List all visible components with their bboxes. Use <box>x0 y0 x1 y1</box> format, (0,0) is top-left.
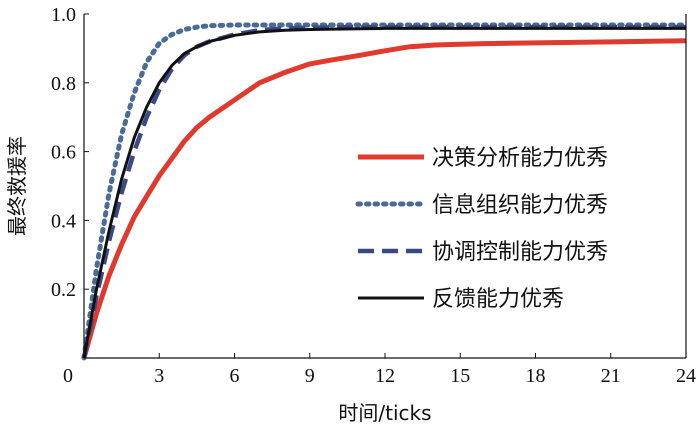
y-tick-label: 0.4 <box>51 210 76 232</box>
y-tick-label: 1.0 <box>51 4 76 26</box>
x-tick-label: 3 <box>154 365 164 387</box>
x-tick-label: 15 <box>450 365 470 387</box>
series-line-4 <box>82 26 686 359</box>
x-tick-label: 24 <box>676 365 696 387</box>
x-axis-title: 时间/ticks <box>338 401 431 425</box>
series-line-2 <box>81 22 689 361</box>
legend-label-1: 决策分析能力优秀 <box>432 146 608 171</box>
legend-label-2: 信息组织能力优秀 <box>432 193 608 218</box>
y-tick-label: 0.2 <box>51 279 76 301</box>
x-tick-label: 6 <box>230 365 240 387</box>
axes-layer <box>83 14 687 359</box>
y-axis-title: 最终救援率 <box>5 136 29 236</box>
x-tick-label: 9 <box>305 365 315 387</box>
ticks-layer: 0 3 6 9 12 15 18 21 24 0.2 0.4 0.6 0.8 1.0 <box>51 4 696 387</box>
legend-label-4: 反馈能力优秀 <box>432 287 564 312</box>
x-tick-label: 18 <box>526 365 546 387</box>
legend-label-3: 协调控制能力优秀 <box>432 240 608 265</box>
x-tick-label: 0 <box>63 365 73 387</box>
y-tick-label: 0.6 <box>51 142 76 164</box>
x-tick-label: 12 <box>375 365 395 387</box>
series-line-1 <box>81 38 687 359</box>
x-tick-label: 21 <box>601 365 621 387</box>
y-tick-label: 0.8 <box>51 73 76 95</box>
series-layer <box>81 22 689 361</box>
